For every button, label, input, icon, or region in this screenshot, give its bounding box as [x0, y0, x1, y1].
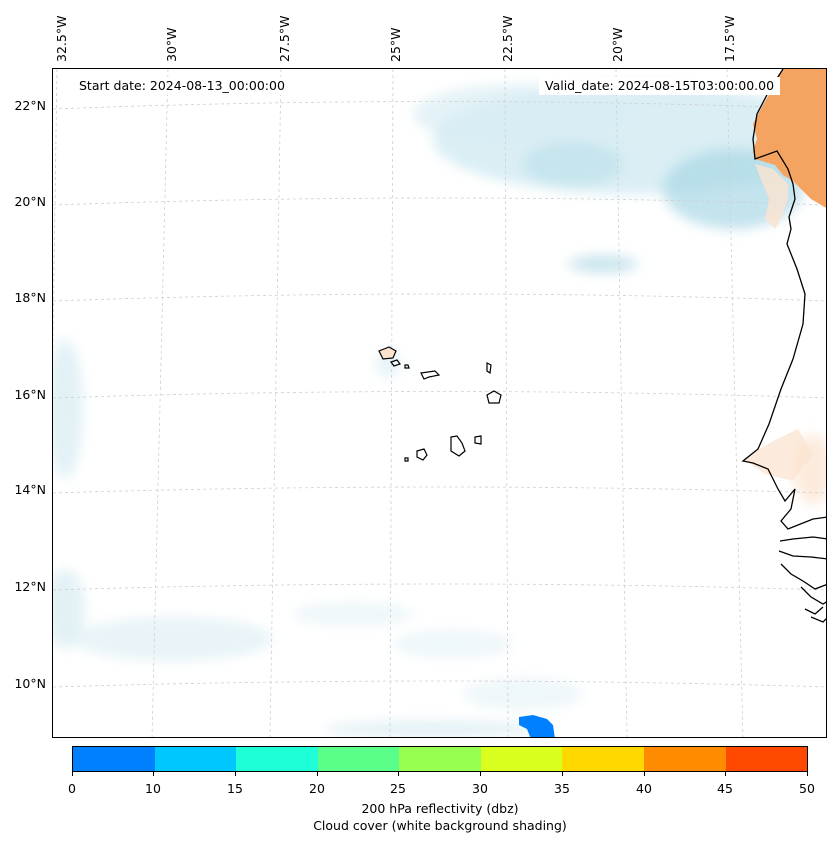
island-brava — [404, 457, 409, 462]
colorbar-segment-40-45 — [643, 747, 726, 771]
island-boa-vista — [486, 390, 502, 404]
colorbar-tickmark — [807, 772, 808, 776]
lon-label-20w: 20°W — [610, 27, 625, 62]
colorbar-segment-0-10 — [73, 747, 155, 771]
reflectivity-cell — [519, 715, 555, 737]
cloud-patch — [53, 569, 85, 649]
land-shading-light — [755, 164, 788, 229]
colorbar-subtitle: Cloud cover (white background shading) — [313, 818, 567, 833]
lat-label-22n: 22°N — [14, 98, 46, 113]
cloud-patch — [73, 617, 273, 661]
lon-label-22-5w: 22.5°W — [500, 15, 515, 62]
cloud-patch — [293, 602, 413, 626]
colorbar-tick-label: 50 — [799, 781, 815, 796]
coastline-guinea-bissau — [780, 563, 826, 623]
lat-label-20n: 20°N — [14, 194, 46, 209]
graticule — [53, 69, 826, 737]
cape-verde-islands — [378, 346, 502, 462]
island-sao-vicente — [390, 359, 401, 367]
coastline-gambia — [778, 536, 826, 560]
colorbar-tickmark — [725, 772, 726, 776]
land-shading-light — [743, 429, 813, 481]
cloud-patch — [53, 339, 83, 479]
colorbar-tick-label: 20 — [309, 781, 325, 796]
colorbar-tickmark — [72, 772, 73, 776]
map-canvas[interactable] — [52, 68, 827, 738]
colorbar-tick-label: 0 — [68, 781, 76, 796]
colorbar-tickmark — [562, 772, 563, 776]
lat-label-10n: 10°N — [14, 676, 46, 691]
cloud-patch — [463, 678, 583, 710]
cloud-shading — [53, 84, 826, 737]
colorbar-segment-45-50 — [725, 747, 808, 771]
island-santo-antao — [378, 346, 397, 360]
colorbar-tick-label: 45 — [717, 781, 733, 796]
colorbar-tickmark — [317, 772, 318, 776]
colorbar-tick-label: 35 — [554, 781, 570, 796]
colorbar-tickmark — [235, 772, 236, 776]
colorbar-tickmark — [153, 772, 154, 776]
island-maio — [474, 435, 482, 445]
cloud-patch — [413, 84, 633, 144]
island-sal — [486, 362, 492, 375]
cloud-patch — [393, 630, 513, 658]
map-graphics — [53, 69, 826, 737]
start-date-label: Start date: 2024-08-13_00:00:00 — [73, 77, 291, 95]
island-santiago — [450, 435, 466, 457]
colorbar-tick-label: 40 — [636, 781, 652, 796]
colorbar-tickmark — [398, 772, 399, 776]
colorbar-tick-label: 15 — [227, 781, 243, 796]
lat-label-16n: 16°N — [14, 387, 46, 402]
colorbar-tick-label: 25 — [390, 781, 406, 796]
colorbar-title: 200 hPa reflectivity (dbz) — [361, 801, 519, 816]
colorbar-segment-10-15 — [154, 747, 237, 771]
colorbar-segment-15-20 — [236, 747, 318, 771]
colorbar — [72, 746, 808, 772]
lon-label-25w: 25°W — [388, 27, 403, 62]
lon-label-30w: 30°W — [164, 27, 179, 62]
colorbar-tickmark — [644, 772, 645, 776]
colorbar-tick-label: 30 — [472, 781, 488, 796]
colorbar-tick-label: 10 — [145, 781, 161, 796]
colorbar-segment-25-30 — [399, 747, 481, 771]
colorbar-segment-20-25 — [317, 747, 400, 771]
lon-label-32-5w: 32.5°W — [54, 15, 69, 62]
land-shading — [753, 69, 826, 208]
cloud-patch — [568, 255, 638, 273]
valid-date-label: Valid_date: 2024-08-15T03:00:00.00 — [539, 77, 781, 95]
island-santa-luzia — [404, 364, 410, 369]
lon-label-27-5w: 27.5°W — [277, 15, 292, 62]
cloud-patch — [323, 721, 543, 737]
island-fogo — [416, 448, 428, 461]
colorbar-segment-35-40 — [562, 747, 644, 771]
cloud-patch — [523, 142, 623, 186]
colorbar-tickmark — [480, 772, 481, 776]
coastline — [741, 69, 826, 530]
lat-label-18n: 18°N — [14, 290, 46, 305]
island-sao-nicolau — [420, 370, 441, 380]
colorbar-segment-30-35 — [480, 747, 563, 771]
lat-label-12n: 12°N — [14, 579, 46, 594]
lon-label-17-5w: 17.5°W — [722, 15, 737, 62]
lat-label-14n: 14°N — [14, 482, 46, 497]
